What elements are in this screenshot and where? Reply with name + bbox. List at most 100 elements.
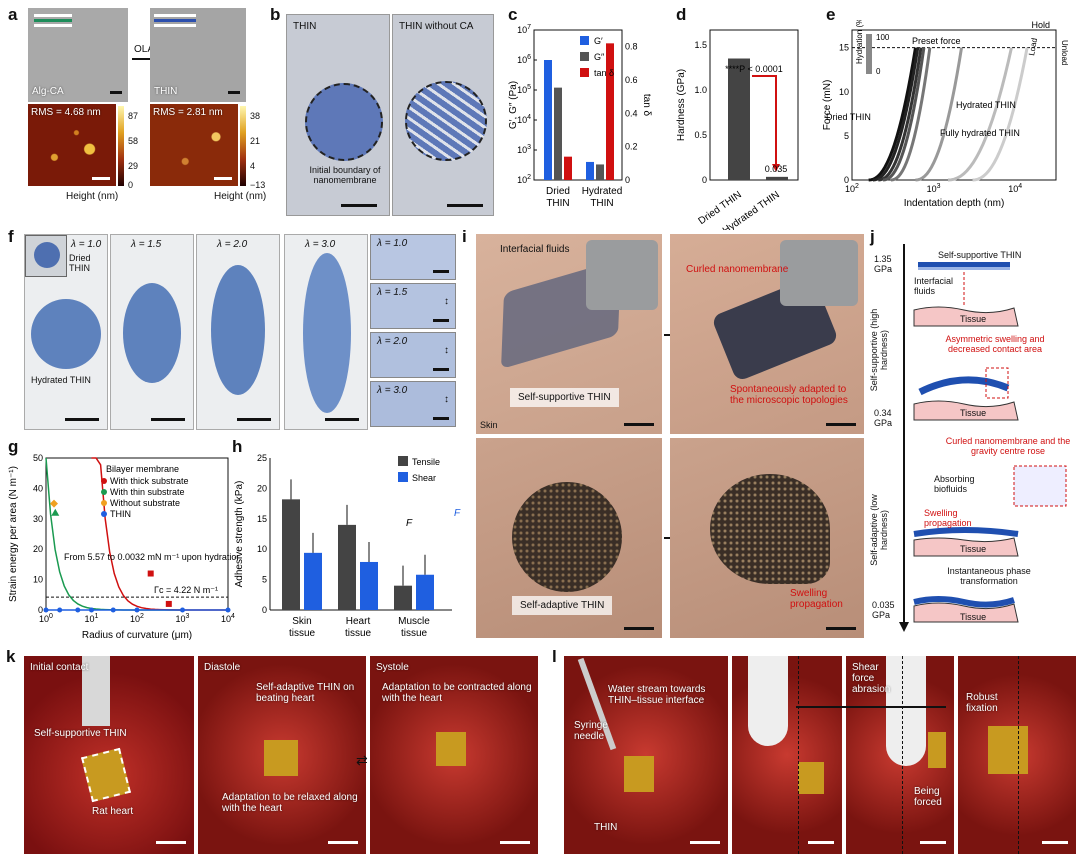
point-thick bbox=[147, 570, 154, 577]
significance-label: ****P < 0.0001 bbox=[725, 64, 783, 74]
y-tick-label: 5 bbox=[844, 131, 849, 141]
rms-left: RMS = 4.68 nm bbox=[31, 107, 101, 118]
j-tissue-label: Tissue bbox=[960, 612, 987, 622]
j-gpa-2: 0.34 GPa bbox=[874, 408, 893, 428]
y-tick-label: 106 bbox=[517, 54, 531, 65]
chart-e: 0 5 10 15 102 103 104 Force (mN) Indentation dep… bbox=[822, 20, 1069, 209]
j-side-label-2: Self-adaptive (low hardness) bbox=[869, 494, 889, 566]
k-photo-3: Systole Adaptation to be contracted alon… bbox=[370, 656, 538, 854]
legend-label: tan δ bbox=[594, 68, 614, 78]
k-selfsup-label: Self-supportive THIN bbox=[34, 728, 127, 739]
fully-label: Fully hydrated THIN bbox=[940, 128, 1020, 138]
f-disc-1 bbox=[31, 299, 101, 369]
bar-1-0 bbox=[554, 87, 562, 180]
l-photo-2 bbox=[732, 656, 842, 854]
y-tick-label: 15 bbox=[839, 43, 849, 53]
y-tick-label: 10 bbox=[33, 575, 43, 585]
j-side-label-1: Self-supportive (high hardness) bbox=[869, 308, 889, 392]
legend-min: 0 bbox=[876, 67, 881, 76]
y-tick-label: 25 bbox=[257, 453, 267, 463]
panel-label-j: j bbox=[870, 227, 875, 246]
value-label: 0.035 bbox=[765, 164, 788, 174]
curve-2 bbox=[878, 47, 923, 182]
curve-3 bbox=[882, 47, 926, 182]
k-contracted-label: Adaptation to be contracted along with t… bbox=[382, 682, 532, 704]
height-label-left: Height (nm) bbox=[66, 191, 119, 202]
bar-1-2 bbox=[416, 574, 434, 610]
f-inset bbox=[25, 235, 67, 277]
afm-image-left: RMS = 4.68 nm bbox=[28, 104, 116, 186]
b-annotation: Initial boundary of nanomembrane bbox=[309, 165, 381, 185]
point-thin-membrane bbox=[75, 607, 81, 613]
point-without bbox=[50, 499, 59, 508]
bar-1 bbox=[766, 176, 788, 180]
x-tick-label: 104 bbox=[221, 613, 235, 624]
y2-tick-label: 0.6 bbox=[625, 75, 638, 85]
f-lambda-label: λ = 2.0 bbox=[217, 239, 248, 250]
legend-label: With thick substrate bbox=[110, 476, 189, 486]
curve-6 bbox=[947, 47, 1013, 182]
y-tick-label: 105 bbox=[517, 84, 531, 95]
sem-image-thin: THIN bbox=[150, 8, 246, 102]
panel-label-e: e bbox=[826, 5, 836, 24]
y-tick-label: 0 bbox=[262, 605, 267, 615]
y-axis-label: Adhesive strength (kPa) bbox=[234, 481, 245, 588]
y-tick-label: 50 bbox=[33, 453, 43, 463]
b-right-title: THIN without CA bbox=[399, 21, 474, 32]
cbar-left-tick: 87 bbox=[128, 111, 139, 121]
y-tick-label: 10 bbox=[839, 87, 849, 97]
swap-arrow-icon: ⇄ bbox=[356, 752, 368, 768]
bar-2-0 bbox=[564, 156, 572, 180]
l-robust-label: Robust fixation bbox=[966, 692, 998, 714]
plot-frame bbox=[709, 29, 799, 181]
l-shear-label: Shear force abrasion bbox=[852, 662, 891, 695]
y-tick-label: 107 bbox=[517, 24, 531, 35]
annotation-label: From 5.57 to 0.0032 mN m⁻¹ upon hydratio… bbox=[64, 552, 238, 562]
f-small-label: λ = 1.0 bbox=[377, 238, 408, 249]
photo-thin-without-ca: THIN without CA bbox=[392, 14, 494, 216]
j-gpa-3: 0.035 GPa bbox=[872, 600, 895, 620]
i-selfsup-badge: Self-supportive THIN bbox=[510, 388, 619, 407]
panel-label-d: d bbox=[676, 5, 687, 24]
panel-label-i: i bbox=[462, 227, 467, 246]
y-tick-label: 0 bbox=[702, 175, 707, 185]
j-gpa-1: 1.35 GPa bbox=[874, 254, 893, 274]
hold-label: Hold bbox=[1031, 20, 1050, 30]
bar-0-0 bbox=[282, 499, 300, 610]
y-axis-label: Strain energy per area (N m⁻¹) bbox=[8, 466, 19, 602]
cbar-right-tick: 4 bbox=[250, 161, 256, 171]
y-tick-label: 1.5 bbox=[694, 40, 707, 50]
dried-label: Dried THIN bbox=[826, 112, 871, 122]
unload-label: Unload bbox=[1060, 40, 1069, 65]
legend-swatch bbox=[580, 36, 589, 45]
photo-thin: THIN Initial boundary of nanomembrane bbox=[286, 14, 390, 216]
l-forced-label: Being forced bbox=[914, 786, 942, 808]
f-lambda-1: λ = 1.0 Dried THIN Hydrated THIN bbox=[24, 234, 108, 430]
k-diastole-label: Diastole bbox=[204, 662, 241, 673]
bar-0-1 bbox=[338, 524, 356, 610]
y2-tick-label: 0.4 bbox=[625, 108, 638, 118]
i-photo-4: Swelling propagation bbox=[670, 438, 864, 638]
y-tick-label: 1.0 bbox=[694, 85, 707, 95]
k-relaxed-label: Adaptation to be relaxed along with the … bbox=[222, 792, 358, 814]
j-curled-label: Curled nanomembrane and the gravity cent… bbox=[945, 436, 1071, 456]
bar-1-1 bbox=[596, 164, 604, 180]
i-photo-1: Interfacial fluids Self-supportive THIN … bbox=[476, 234, 662, 434]
height-label-right: Height (nm) bbox=[214, 191, 267, 202]
cbar-left-tick: 0 bbox=[128, 180, 134, 190]
k-systole-label: Systole bbox=[376, 662, 409, 673]
force-label: F bbox=[454, 508, 461, 519]
f-lambda-4: λ = 3.0 bbox=[284, 234, 368, 430]
point-thin bbox=[51, 508, 60, 516]
y-tick-label: 5 bbox=[262, 575, 267, 585]
y-tick-label: 102 bbox=[517, 174, 531, 185]
nanomembrane-disc bbox=[305, 83, 383, 161]
l-thin-label: THIN bbox=[594, 822, 618, 833]
f-lambda-3: λ = 2.0 bbox=[196, 234, 280, 430]
panel-label-a: a bbox=[8, 5, 18, 24]
sem-image-alg-ca: Alg-CA bbox=[28, 8, 128, 102]
panel-label-g: g bbox=[8, 437, 19, 456]
rms-right: RMS = 2.81 nm bbox=[153, 107, 223, 118]
legend-label: With thin substrate bbox=[110, 487, 185, 497]
